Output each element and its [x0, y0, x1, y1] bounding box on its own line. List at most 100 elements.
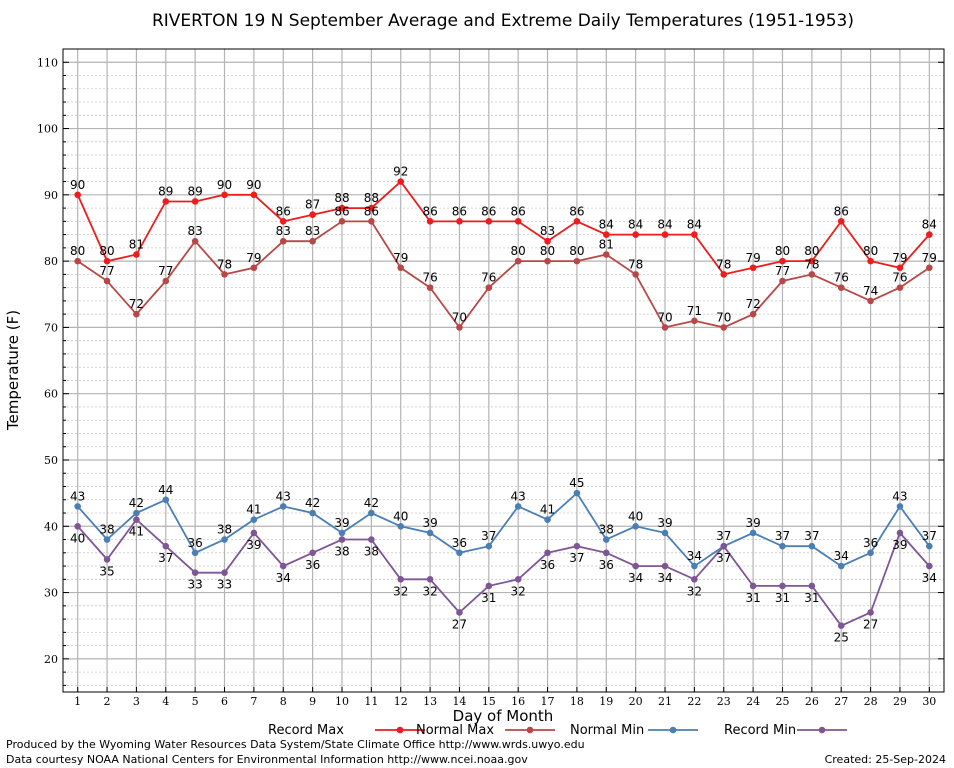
data-point-record-max [368, 204, 375, 212]
data-point-normal-max [926, 264, 933, 272]
data-label-normal-max: 71 [687, 304, 702, 318]
data-label-record-min: 34 [922, 571, 937, 585]
data-label-normal-max: 86 [364, 204, 379, 218]
data-label-normal-min: 34 [687, 549, 702, 563]
data-label-record-max: 80 [804, 244, 819, 258]
data-point-record-max [837, 218, 845, 225]
data-point-normal-max [573, 257, 581, 265]
data-label-normal-max: 78 [628, 257, 643, 271]
legend-marker-normal-max [526, 726, 534, 734]
data-point-normal-max [779, 277, 786, 285]
data-label-record-min: 37 [569, 551, 584, 565]
data-label-normal-max: 72 [129, 297, 144, 311]
x-tick-label: 29 [893, 695, 907, 708]
data-point-normal-min [221, 536, 228, 543]
data-label-normal-max: 77 [99, 264, 114, 278]
data-label-normal-max: 77 [158, 264, 173, 278]
data-point-record-max [544, 237, 551, 245]
x-tick-label: 27 [834, 695, 848, 708]
data-point-record-min [808, 582, 816, 590]
data-label-record-max: 79 [892, 251, 907, 265]
data-label-normal-max: 76 [834, 271, 849, 285]
data-label-normal-max: 77 [775, 264, 790, 278]
data-point-normal-max [133, 310, 140, 318]
data-point-normal-min [485, 542, 493, 550]
data-point-record-min [514, 576, 522, 583]
data-label-normal-max: 83 [276, 224, 291, 238]
data-point-normal-min [309, 509, 316, 517]
data-point-normal-min [808, 542, 816, 550]
data-label-normal-max: 78 [804, 257, 819, 271]
data-label-record-max: 86 [452, 204, 467, 218]
data-point-record-max [191, 198, 199, 205]
data-point-normal-min [573, 489, 581, 497]
footer-data-courtesy: Data courtesy NOAA National Centers for … [6, 753, 528, 766]
data-label-normal-min: 43 [511, 489, 526, 503]
data-point-record-max [426, 218, 434, 225]
data-label-record-min: 36 [305, 558, 320, 572]
data-point-record-max [485, 218, 493, 225]
data-point-normal-max [221, 271, 228, 278]
data-point-record-max [661, 231, 669, 238]
data-label-record-max: 84 [599, 218, 614, 232]
x-tick-label: 4 [162, 695, 169, 708]
data-point-normal-min [544, 516, 551, 523]
x-tick-label: 25 [775, 695, 789, 708]
data-point-normal-max [250, 264, 258, 272]
legend: Record Max Normal Max Normal Min Record Min [268, 723, 847, 738]
data-point-normal-max [720, 324, 728, 331]
data-label-normal-max: 70 [452, 310, 467, 324]
data-point-normal-min [514, 503, 522, 510]
x-tick-label: 9 [309, 695, 316, 708]
data-label-normal-min: 42 [364, 496, 379, 510]
data-label-normal-min: 37 [481, 529, 496, 543]
data-label-record-min: 35 [99, 564, 114, 578]
data-label-record-max: 80 [775, 244, 790, 258]
x-tick-label: 5 [192, 695, 199, 708]
data-point-record-min [632, 562, 639, 570]
data-label-normal-max: 76 [481, 271, 496, 285]
data-label-record-min: 39 [892, 538, 907, 552]
data-point-normal-min [103, 536, 111, 543]
y-tick-label: 100 [37, 123, 58, 136]
data-label-normal-min: 37 [716, 529, 731, 543]
data-label-record-max: 80 [99, 244, 114, 258]
data-point-normal-max [896, 284, 904, 291]
data-point-record-max [133, 251, 140, 258]
data-label-record-max: 79 [745, 251, 760, 265]
data-label-record-max: 87 [305, 198, 320, 212]
legend-marker-record-min [818, 726, 826, 734]
data-point-normal-min [368, 509, 375, 517]
data-point-record-max [573, 218, 581, 225]
data-point-record-max [602, 231, 610, 238]
data-point-record-min [338, 536, 346, 543]
x-tick-label: 22 [687, 695, 701, 708]
data-label-record-min: 37 [716, 551, 731, 565]
data-point-normal-min [749, 529, 757, 537]
data-label-normal-min: 40 [393, 509, 408, 523]
data-label-normal-max: 83 [188, 224, 203, 238]
series-line-normal-max [77, 220, 930, 329]
y-tick-label: 60 [44, 388, 58, 401]
data-point-record-min [573, 542, 581, 550]
data-point-record-min [103, 556, 111, 563]
data-label-record-max: 86 [422, 204, 437, 218]
data-label-record-max: 89 [158, 184, 173, 198]
data-label-normal-max: 70 [716, 310, 731, 324]
data-label-normal-max: 80 [569, 244, 584, 258]
data-label-record-min: 39 [246, 538, 261, 552]
data-point-record-max [926, 231, 933, 238]
data-point-normal-min [191, 549, 199, 557]
x-tick-label: 17 [541, 695, 555, 708]
data-point-normal-min [896, 503, 904, 510]
data-label-normal-min: 36 [863, 536, 878, 550]
data-point-record-max [309, 211, 316, 219]
x-tick-label: 28 [864, 695, 878, 708]
data-point-record-min [191, 569, 199, 576]
data-point-record-max [250, 191, 258, 199]
data-point-record-min [426, 576, 434, 583]
data-label-normal-max: 74 [863, 284, 878, 298]
data-label-record-max: 86 [481, 204, 496, 218]
x-tick-label: 19 [599, 695, 613, 708]
